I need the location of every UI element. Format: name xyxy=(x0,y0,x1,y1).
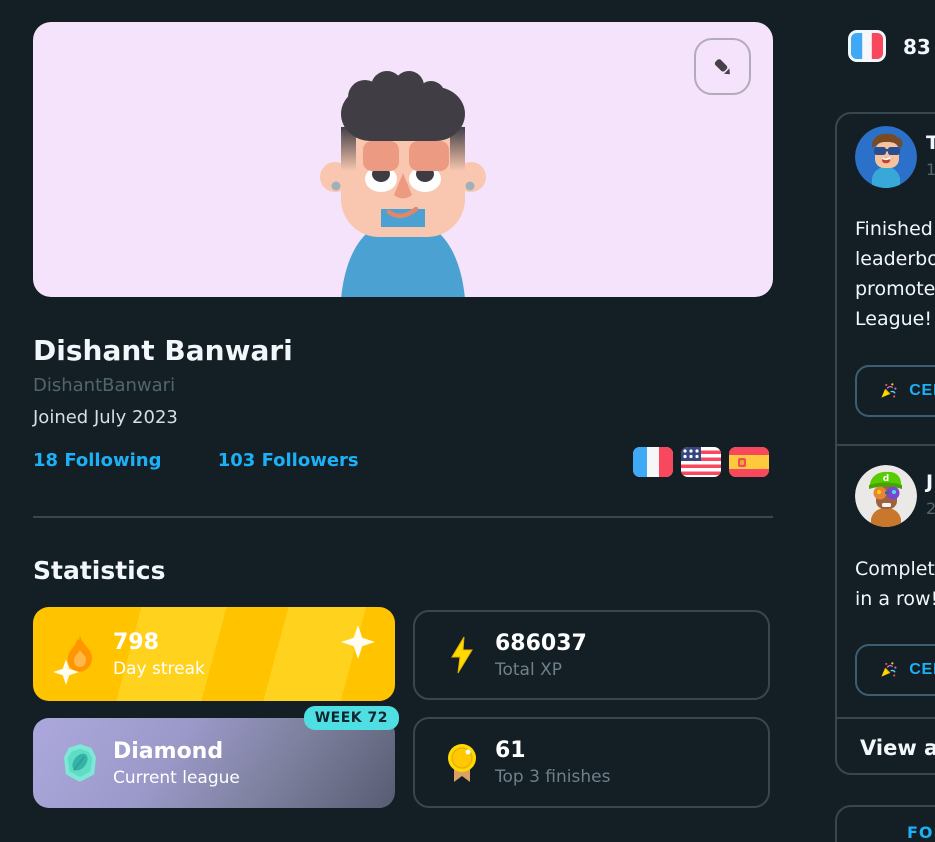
celebrate-button[interactable]: CELEBRATE xyxy=(855,644,935,696)
feed-divider xyxy=(837,717,935,719)
feed-timestamp: 2 xyxy=(926,499,935,518)
edit-profile-button[interactable] xyxy=(694,38,751,95)
friend-avatar-illustration: d xyxy=(855,465,917,527)
league-label: Current league xyxy=(113,767,240,788)
shield-feather-icon xyxy=(63,744,97,782)
friend-avatar[interactable]: d xyxy=(855,465,917,527)
statistics-heading: Statistics xyxy=(33,556,166,585)
feed-message: Finished leaderboard and promoted to the… xyxy=(855,218,935,330)
streak-value: 798 xyxy=(113,629,159,655)
profile-username: DishantBanwari xyxy=(33,375,176,396)
top3-value: 61 xyxy=(495,738,526,763)
friends-card: FOLLOWING xyxy=(835,805,935,842)
followers-link[interactable]: 103 Followers xyxy=(217,450,359,471)
svg-text:d: d xyxy=(883,474,889,484)
week-badge: WEEK 72 xyxy=(303,706,399,730)
us-flag-icon xyxy=(681,447,721,477)
party-popper-icon xyxy=(881,383,897,398)
profile-cover-card xyxy=(33,22,773,297)
feed-message: Completed a in a row! xyxy=(855,558,935,610)
four-point-star xyxy=(53,659,79,685)
xp-label: Total XP xyxy=(495,659,563,680)
bolt-icon xyxy=(451,636,473,674)
friend-avatar[interactable] xyxy=(855,126,917,188)
medal-icon xyxy=(448,743,476,782)
total-xp-card: 686037 Total XP xyxy=(413,610,770,700)
four-point-star xyxy=(341,625,375,659)
course-score: 83 xyxy=(903,35,931,59)
profile-name: Dishant Banwari xyxy=(33,334,293,367)
feed-timestamp: 1 xyxy=(926,160,935,179)
celebrate-button[interactable]: CELEBRATE xyxy=(855,365,935,417)
french-flag-icon xyxy=(633,447,673,477)
celebrate-label: CELEBRATE xyxy=(909,382,935,399)
course-flag-button[interactable] xyxy=(848,30,886,62)
profile-joined-date: Joined July 2023 xyxy=(33,407,178,428)
current-league-card: WEEK 72 Diamond Current league xyxy=(33,706,399,808)
streak-label: Day streak xyxy=(113,658,205,679)
section-divider xyxy=(33,516,773,518)
day-streak-card: 798 Day streak xyxy=(33,607,395,701)
friend-name[interactable]: J xyxy=(926,471,934,493)
course-flags-row xyxy=(633,447,769,477)
party-popper-icon xyxy=(881,662,897,677)
view-all-link[interactable]: View all xyxy=(860,736,935,760)
friend-name[interactable]: T xyxy=(926,132,935,154)
profile-avatar xyxy=(320,71,486,297)
feed-divider xyxy=(837,444,935,446)
top3-finishes-card: 61 Top 3 finishes xyxy=(413,717,770,808)
following-link[interactable]: 18 Following xyxy=(33,450,162,471)
tab-following[interactable]: FOLLOWING xyxy=(907,823,935,842)
pencil-icon xyxy=(714,58,730,74)
friend-updates-card: T 1 Finished leaderboard and promoted to… xyxy=(835,112,935,775)
spanish-flag-icon xyxy=(729,447,769,477)
celebrate-label: CELEBRATE xyxy=(909,661,935,678)
friend-avatar-illustration xyxy=(855,126,917,188)
flame-icon xyxy=(67,635,93,672)
top3-label: Top 3 finishes xyxy=(495,767,611,787)
league-value: Diamond xyxy=(113,738,224,764)
xp-value: 686037 xyxy=(495,630,587,656)
